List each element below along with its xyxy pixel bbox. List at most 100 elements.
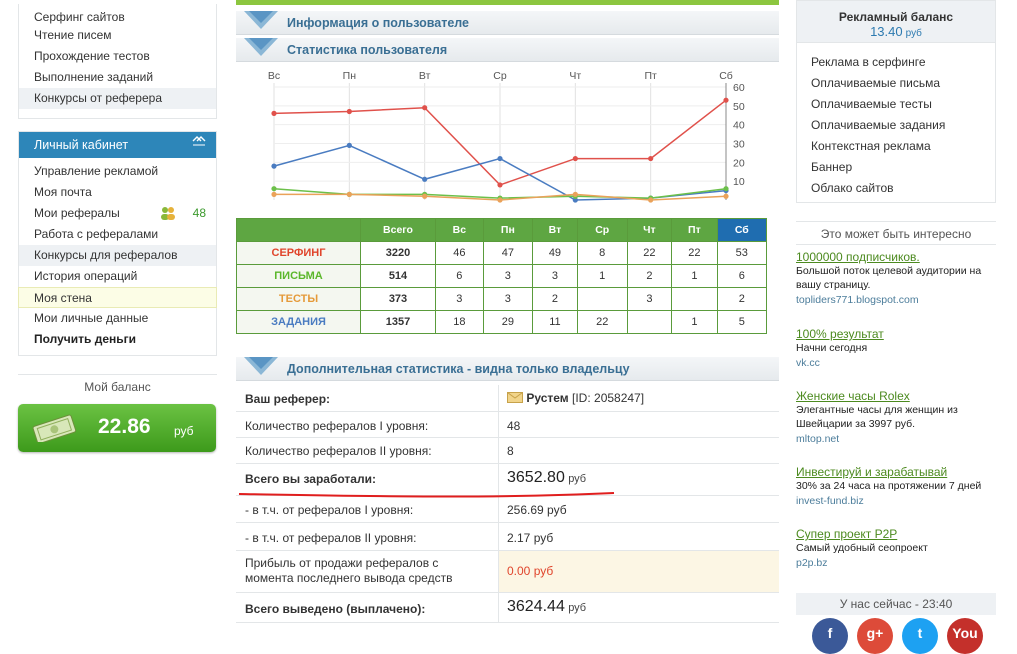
ad-menu-item[interactable]: Баннер (811, 160, 853, 174)
stats-cell: 3 (482, 264, 533, 288)
section-triangle-icon (244, 357, 278, 375)
menu-item-mail[interactable]: Чтение писем (34, 28, 112, 42)
ad-menu-item[interactable]: Контекстная реклама (811, 139, 931, 153)
stats-cell: 11 (531, 310, 578, 334)
row-from-lvl1: - в т.ч. от рефералов I уровня: 256.69 р… (236, 496, 779, 523)
referrer-name[interactable]: Рустем (526, 391, 569, 405)
stats-cell: 46 (435, 241, 484, 265)
ad-description: Большой поток целевой аудитории на вашу … (796, 265, 982, 291)
row-lvl1: Количество рефералов I уровня: 48 (236, 412, 779, 438)
ad-menu-item[interactable]: Оплачиваемые тесты (811, 97, 932, 111)
envelope-icon[interactable] (507, 392, 523, 403)
row-from-lvl2: - в т.ч. от рефералов II уровня: 2.17 ру… (236, 523, 779, 551)
stats-header-cell: Всего (360, 218, 436, 242)
stats-header-cell (236, 218, 361, 242)
chart-point (572, 191, 578, 197)
from-lvl1-value-cell: 256.69 руб (498, 496, 567, 522)
stats-cell: 1 (671, 310, 718, 334)
lvl2-label: Количество рефералов II уровня: (245, 444, 432, 458)
chart-y-tick-label: 60 (733, 82, 745, 94)
stats-row-label[interactable]: ПИСЬМА (236, 264, 361, 288)
earned-currency: руб (568, 473, 587, 485)
ad-url-link[interactable]: mltop.net (796, 433, 840, 445)
google-plus-icon[interactable]: g+ (857, 618, 893, 654)
chart-point (271, 191, 277, 197)
stats-cell: 514 (360, 264, 436, 288)
ad-menu-item[interactable]: Оплачиваемые задания (811, 118, 946, 132)
section-user-info[interactable]: Информация о пользователе (236, 11, 779, 35)
stats-row-label[interactable]: ТЕСТЫ (236, 287, 361, 311)
stats-cell: 3 (435, 287, 484, 311)
menu-item-ad-management[interactable]: Управление рекламой (34, 164, 159, 178)
stats-row-label[interactable]: СЕРФИНГ (236, 241, 361, 265)
chart-x-tick-label: Ср (493, 70, 507, 82)
stats-cell: 2 (531, 287, 578, 311)
ad-menu-item[interactable]: Оплачиваемые письма (811, 76, 941, 90)
stats-table: Всего Вс Пн Вт Ср Чт Пт Сб СЕРФИНГ 3220 46 47 49 8 22… (236, 218, 768, 334)
menu-item-referral-work[interactable]: Работа с рефералами (34, 227, 159, 241)
stats-row-label[interactable]: ЗАДАНИЯ (236, 310, 361, 334)
section-extra-stats[interactable]: Дополнительная статистика - видна только… (236, 357, 779, 381)
stats-cell: 6 (435, 264, 484, 288)
chart-point (572, 155, 578, 162)
referrals-people-icon (161, 207, 175, 220)
stats-cell: 22 (671, 241, 718, 265)
ad-block: Женские часы Rolex Элегантные часы для же… (796, 389, 1001, 445)
menu-item-tests[interactable]: Прохождение тестов (34, 49, 150, 63)
ad-title-link[interactable]: Супер проект P2P (796, 527, 898, 541)
referrer-label: Ваш реферер: (245, 392, 331, 406)
lvl2-value: 8 (498, 438, 514, 463)
ad-title-link[interactable]: 1000000 подписчиков. (796, 250, 920, 264)
menu-item-history[interactable]: История операций (34, 269, 138, 283)
from-lvl1-label: - в т.ч. от рефералов I уровня: (245, 503, 414, 517)
cabinet-header[interactable]: Личный кабинет (19, 132, 216, 158)
stats-cell: 3 (626, 287, 673, 311)
menu-item-referral-contests[interactable]: Конкурсы для рефералов (19, 245, 216, 266)
ad-menu-item[interactable]: Облако сайтов (811, 181, 894, 195)
my-balance-button[interactable]: 22.86 руб (18, 404, 216, 452)
chart-x-tick-label: Вт (419, 70, 431, 82)
menu-item-referrer-contests[interactable]: Конкурсы от реферера (19, 88, 216, 109)
stats-row: ПИСЬМА 514 6 3 3 1 2 1 6 (236, 264, 768, 288)
chart-point (271, 186, 277, 192)
menu-item-tasks[interactable]: Выполнение заданий (34, 70, 154, 84)
menu-item-my-mail[interactable]: Моя почта (34, 185, 92, 199)
menu-item-my-referrals[interactable]: Мои рефералы 48 (19, 203, 216, 224)
chart-point (497, 155, 503, 162)
stats-header-cell: Вс (435, 218, 484, 242)
menu-item-surfing[interactable]: Серфинг сайтов (34, 10, 125, 24)
sale-profit-currency: руб (533, 564, 554, 578)
ad-url-link[interactable]: topliders771.blogspot.com (796, 294, 919, 306)
ad-title-link[interactable]: Женские часы Rolex (796, 389, 910, 403)
youtube-icon[interactable]: You (947, 618, 983, 654)
my-balance-amount: 22.86 (98, 415, 151, 438)
chart-y-tick-label: 30 (733, 139, 745, 151)
paid-currency: руб (568, 602, 587, 614)
lvl1-label: Количество рефералов I уровня: (245, 419, 429, 433)
sale-profit-value-cell: 0.00 руб (498, 551, 779, 592)
ad-url-link[interactable]: invest-fund.biz (796, 495, 864, 507)
facebook-icon[interactable]: f (812, 618, 848, 654)
chart-point (723, 97, 729, 103)
ad-url-link[interactable]: vk.cc (796, 357, 820, 369)
chart-point (422, 193, 428, 199)
menu-item-withdraw[interactable]: Получить деньги (19, 329, 216, 350)
menu-item-personal-data[interactable]: Мои личные данные (34, 311, 149, 325)
section-user-stats[interactable]: Статистика пользователя (236, 38, 779, 62)
chart-point (723, 193, 729, 199)
referrer-id: [ID: 2058247] (572, 391, 645, 405)
from-lvl2-label: - в т.ч. от рефералов II уровня: (245, 531, 417, 545)
twitter-icon[interactable]: t (902, 618, 938, 654)
ad-title-link[interactable]: Инвестируй и зарабатывай (796, 465, 948, 479)
ad-menu-item[interactable]: Реклама в серфинге (811, 55, 926, 69)
ad-title-link[interactable]: 100% результат (796, 327, 884, 341)
ad-url-link[interactable]: p2p.bz (796, 557, 828, 569)
referrals-count: 48 (192, 206, 206, 220)
chevron-collapse-icon[interactable] (192, 136, 206, 150)
menu-item-my-wall[interactable]: Моя стена (18, 287, 217, 308)
chart-y-tick-label: 10 (733, 176, 745, 188)
left-menu-top: Серфинг сайтов Чтение писем Прохождение … (18, 4, 217, 119)
chart-point (648, 197, 654, 203)
chart-point (648, 155, 654, 162)
facebook-icon-glyph: f (827, 625, 833, 641)
